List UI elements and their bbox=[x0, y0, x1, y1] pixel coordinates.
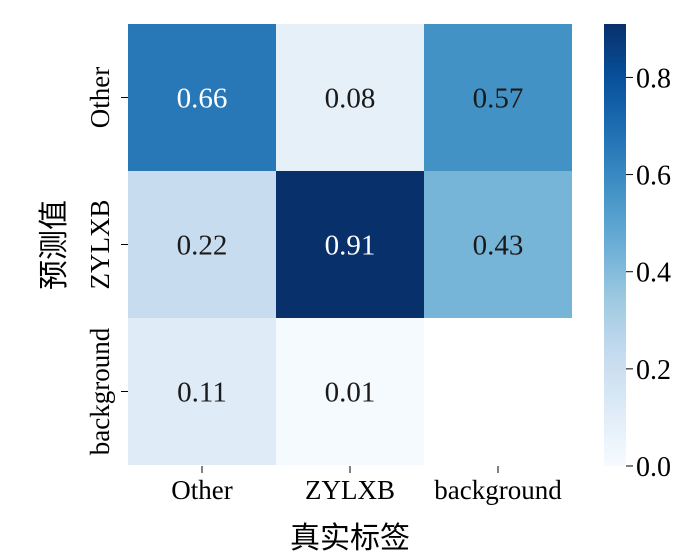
colorbar-tick-label: 0.0 bbox=[636, 452, 671, 483]
heatmap-cells bbox=[128, 24, 572, 465]
heatmap-cell bbox=[128, 318, 276, 465]
y-axis-label: 预测值 bbox=[38, 200, 71, 290]
heatmap-cell bbox=[424, 24, 572, 171]
cell-value-label: 0.01 bbox=[325, 377, 376, 409]
x-axis-label: 真实标签 bbox=[290, 522, 410, 555]
colorbar-tick-label: 0.2 bbox=[636, 355, 671, 386]
colorbar-ticks: 0.0 0.2 0.4 0.6 0.8 bbox=[626, 63, 671, 483]
heatmap-cell bbox=[424, 171, 572, 318]
cell-value-label: 0.22 bbox=[177, 230, 228, 262]
x-axis-ticks: Other ZYLXB background bbox=[171, 466, 562, 505]
heatmap-cell-labels: 0.66 0.08 0.57 0.22 0.91 0.43 0.11 0.01 bbox=[177, 83, 524, 409]
x-tick-label: Other bbox=[171, 475, 232, 505]
colorbar-tick-label: 0.8 bbox=[636, 63, 671, 94]
cell-value-label: 0.43 bbox=[473, 230, 524, 262]
colorbar bbox=[604, 24, 626, 466]
colorbar-tick-label: 0.4 bbox=[636, 258, 671, 289]
y-tick-label: background bbox=[85, 327, 115, 455]
heatmap-cell bbox=[128, 24, 276, 171]
heatmap-cell bbox=[276, 318, 424, 465]
cell-value-label: 0.08 bbox=[325, 83, 376, 115]
heatmap-cell bbox=[128, 171, 276, 318]
y-tick-label: Other bbox=[85, 67, 115, 128]
heatmap-cell bbox=[276, 171, 424, 318]
y-tick-label: ZYLXB bbox=[85, 200, 115, 290]
y-axis-ticks: Other ZYLXB background bbox=[85, 67, 128, 455]
cell-value-label: 0.57 bbox=[473, 83, 524, 115]
x-tick-label: ZYLXB bbox=[305, 475, 395, 505]
heatmap-cell bbox=[276, 24, 424, 171]
colorbar-tick-label: 0.6 bbox=[636, 161, 671, 192]
x-tick-label: background bbox=[434, 475, 562, 505]
cell-value-label: 0.11 bbox=[177, 377, 227, 409]
cell-value-label: 0.91 bbox=[325, 230, 376, 262]
cell-value-label: 0.66 bbox=[177, 83, 228, 115]
